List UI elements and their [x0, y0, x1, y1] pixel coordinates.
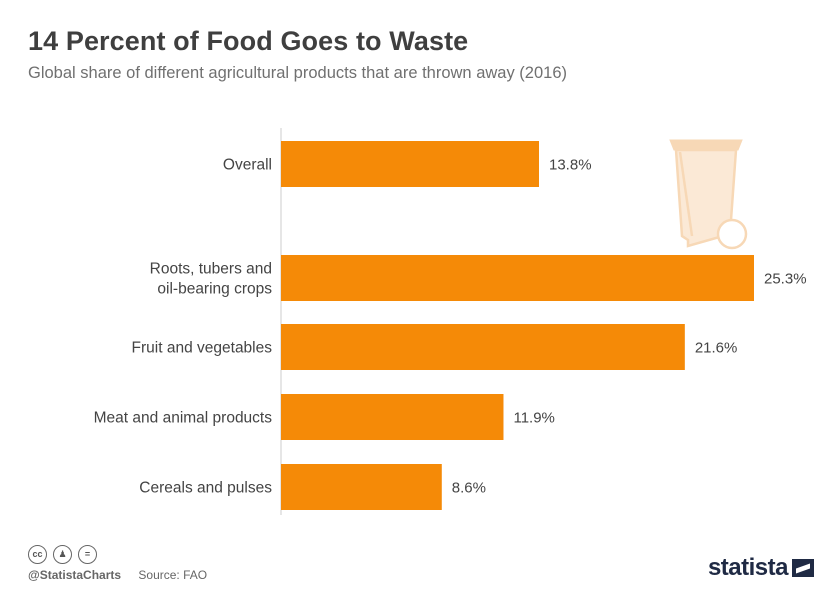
category-label: Meat and animal products	[94, 410, 273, 427]
brand-mark-icon	[792, 559, 814, 577]
bar	[281, 464, 442, 510]
statista-logo[interactable]: statista	[708, 554, 814, 582]
bar	[281, 394, 504, 440]
value-label: 11.9%	[513, 410, 554, 427]
category-label: Cereals and pulses	[139, 480, 272, 497]
no-derivatives-icon: =	[78, 545, 97, 564]
brand-name: statista	[707, 554, 789, 581]
license-icons: cc ♟ =	[28, 545, 207, 564]
category-label: Fruit and vegetables	[132, 340, 273, 357]
trash-bin-icon	[669, 139, 748, 250]
bar	[281, 324, 685, 370]
cc-icon: cc	[28, 545, 47, 564]
category-label: Overall	[223, 157, 272, 174]
value-label: 13.8%	[549, 157, 592, 174]
statista-handle[interactable]: @StatistaCharts	[28, 568, 122, 582]
footer-credits: cc ♟ = @StatistaCharts Source: FAO	[28, 545, 207, 582]
bar	[281, 141, 539, 187]
chart-title: 14 Percent of Food Goes to Waste	[28, 26, 469, 56]
chart-subtitle: Global share of different agricultural p…	[28, 64, 567, 82]
value-label: 8.6%	[452, 480, 486, 497]
category-label: oil-bearing crops	[157, 281, 272, 298]
source-note: Source: FAO	[138, 568, 208, 582]
value-label: 25.3%	[764, 271, 807, 288]
category-label: Roots, tubers and	[150, 261, 272, 278]
bar	[281, 255, 754, 301]
attribution-icon: ♟	[53, 545, 72, 564]
value-label: 21.6%	[695, 340, 738, 357]
